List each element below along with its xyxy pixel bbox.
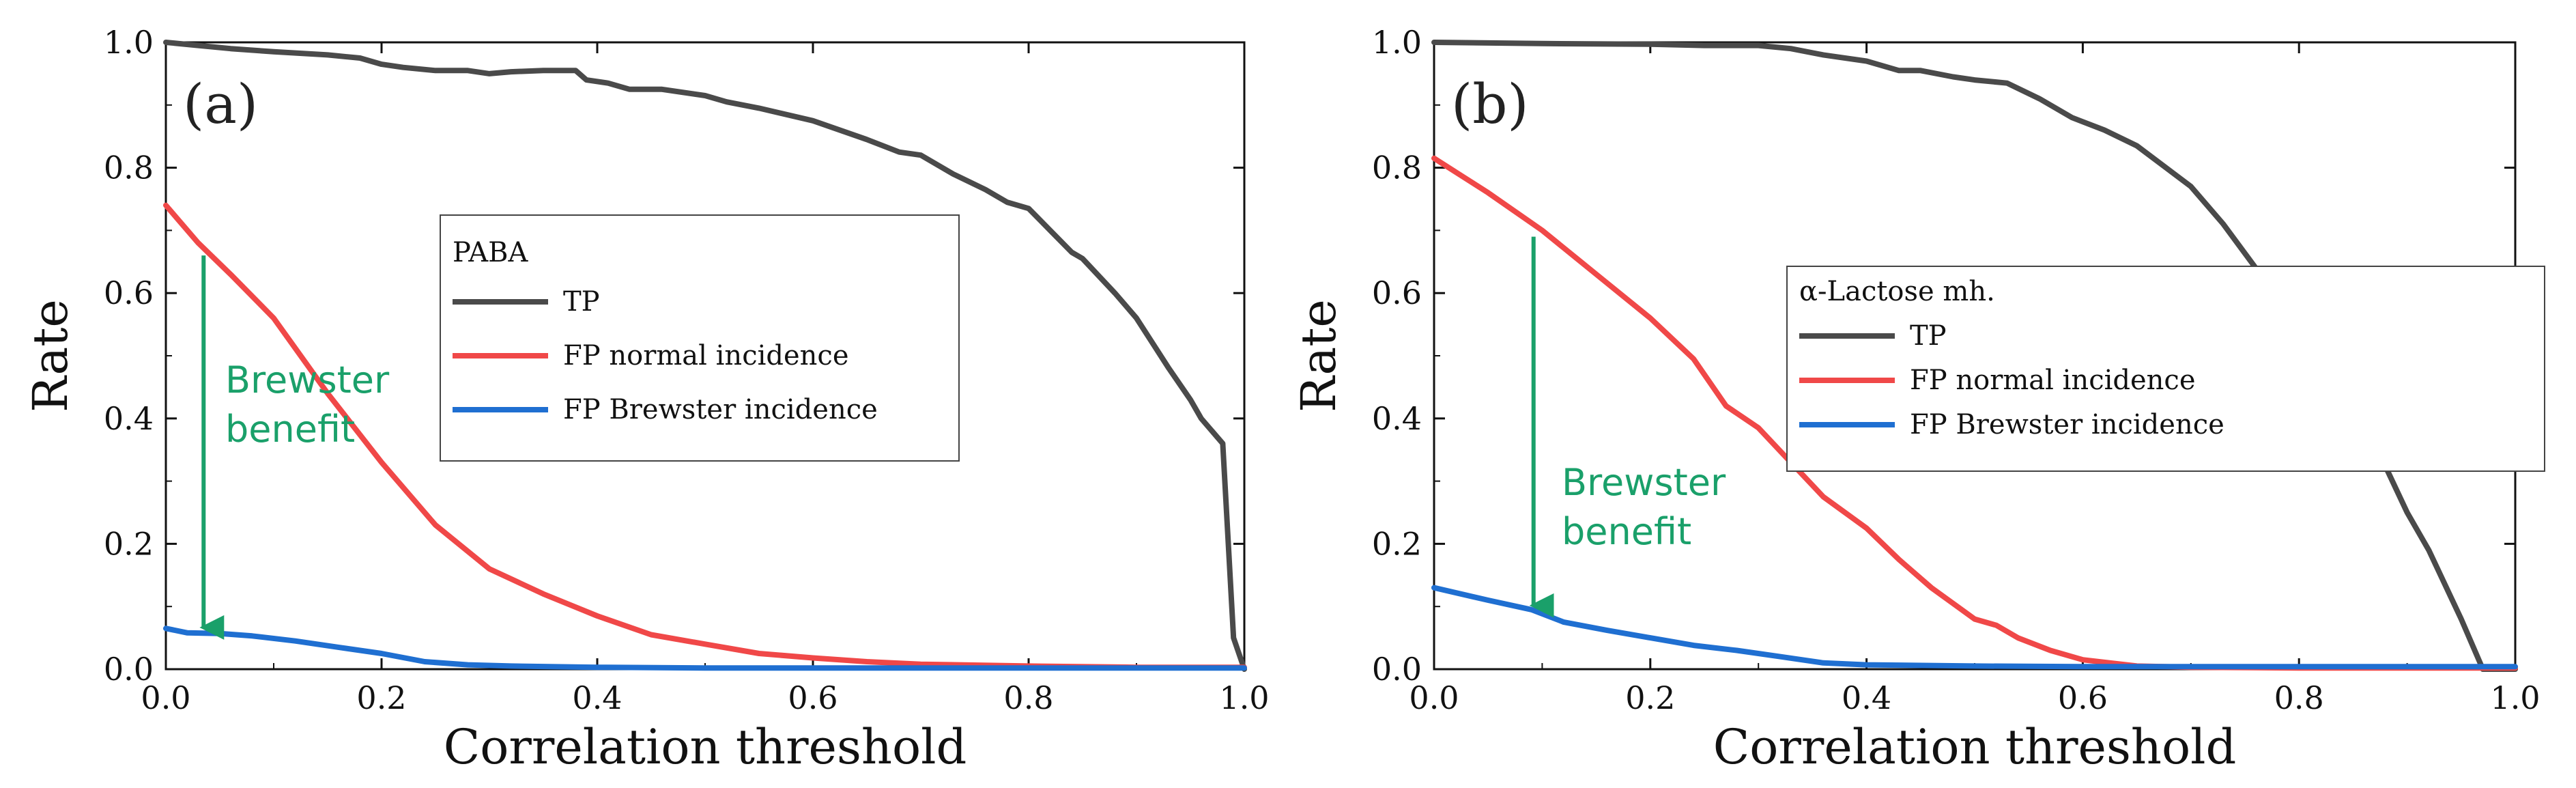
y-tick-label: 0.8 xyxy=(1372,150,1422,186)
legend-title: α-Lactose mh. xyxy=(1799,276,1995,307)
y-tick-label: 1.0 xyxy=(104,24,154,61)
y-tick-label: 1.0 xyxy=(1372,24,1422,61)
y-tick-label: 0.8 xyxy=(104,150,154,186)
x-tick-label: 1.0 xyxy=(2490,679,2540,716)
x-axis-title: Correlation threshold xyxy=(1713,719,2237,775)
series-line-fp-normal-incidence xyxy=(163,202,1247,671)
legend-box xyxy=(1786,266,2545,472)
legend: PABA TP FP normal incidence FP Brewster inc… xyxy=(440,214,960,462)
x-tick-label: 1.0 xyxy=(1219,679,1269,716)
y-tick-label: 0.6 xyxy=(1372,275,1422,311)
legend-label: FP Brewster incidence xyxy=(563,394,878,425)
x-tick-label: 0.4 xyxy=(1842,679,1891,716)
legend-label: FP normal incidence xyxy=(563,340,849,371)
legend-title: PABA xyxy=(453,237,529,268)
annotation-text: Brewster xyxy=(225,358,390,402)
y-tick-label: 0.4 xyxy=(104,400,154,437)
y-tick-label: 0.2 xyxy=(104,525,154,562)
x-tick-label: 0.0 xyxy=(1409,679,1459,716)
x-tick-label: 0.6 xyxy=(788,679,838,716)
panel-label: (b) xyxy=(1451,72,1529,136)
y-tick-label: 0.4 xyxy=(1372,400,1422,437)
x-axis-title: Correlation threshold xyxy=(444,719,967,775)
series-line-tp xyxy=(163,40,1247,672)
y-tick-label: 0.0 xyxy=(104,651,154,688)
series-line-tp xyxy=(1431,40,2518,672)
annotation-text: benefit xyxy=(225,408,355,451)
legend-box xyxy=(440,214,960,462)
chart-panel-a: 0.0 0.2 0.4 0.6 0.8 1.0 0.0 0.2 0.4 0.6 0.8 1.0 Corr… xyxy=(23,24,1270,775)
y-tick-label: 0.2 xyxy=(1372,525,1422,562)
chart-panel-b: 0.0 0.2 0.4 0.6 0.8 1.0 0.0 0.2 0.4 0.6 0.8 1.0 Corr… xyxy=(1291,24,2545,775)
y-axis-title: Rate xyxy=(1291,299,1347,412)
x-tick-label: 0.8 xyxy=(1003,679,1053,716)
x-tick-label: 0.8 xyxy=(2274,679,2324,716)
series-line-fp-brewster-incidence xyxy=(1431,585,2518,670)
annotation-text: Brewster xyxy=(1562,461,1726,504)
x-tick-label: 0.2 xyxy=(1625,679,1675,716)
x-tick-label: 0.0 xyxy=(141,679,190,716)
x-tick-label: 0.2 xyxy=(356,679,406,716)
y-tick-label: 0.6 xyxy=(104,275,154,311)
legend: α-Lactose mh. TP FP normal incidence FP Bre… xyxy=(1786,266,2545,472)
legend-label: FP Brewster incidence xyxy=(1910,409,2224,440)
panel-label: (a) xyxy=(183,72,258,136)
x-tick-label: 0.6 xyxy=(2058,679,2108,716)
x-tick-label: 0.4 xyxy=(572,679,622,716)
legend-label: TP xyxy=(563,286,600,318)
y-axis-title: Rate xyxy=(23,299,78,412)
annotation-text: benefit xyxy=(1562,510,1691,553)
series-line-fp-brewster-incidence xyxy=(163,625,1247,671)
legend-label: TP xyxy=(1910,320,1947,352)
y-tick-label: 0.0 xyxy=(1372,651,1422,688)
series-line-fp-normal-incidence xyxy=(1431,155,2518,671)
legend-label: FP normal incidence xyxy=(1910,365,2196,396)
